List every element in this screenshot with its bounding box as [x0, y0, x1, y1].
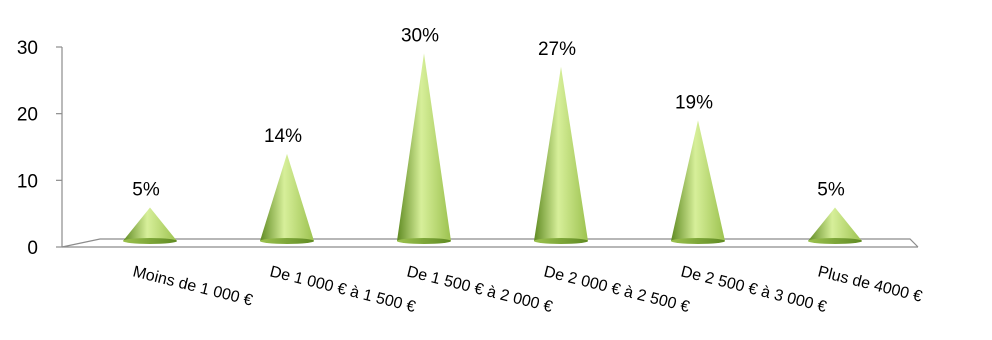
- category-label: De 2 000 € à 2 500 €: [542, 263, 691, 316]
- cones: [123, 53, 862, 244]
- cone-base: [808, 238, 862, 244]
- cone-bar: [808, 207, 862, 244]
- y-tick-label: 0: [27, 238, 38, 259]
- data-label: 27%: [538, 39, 576, 60]
- category-label: De 1 000 € à 1 500 €: [268, 263, 417, 316]
- cone-bar: [534, 66, 588, 244]
- cone-body: [123, 207, 177, 241]
- cone-base: [397, 238, 451, 244]
- y-tick-label: 30: [17, 38, 38, 59]
- data-label: 14%: [264, 126, 302, 147]
- category-label: Moins de 1 000 €: [131, 263, 254, 309]
- category-labels: Moins de 1 000 € De 1 000 € à 1 500 €De 1…: [131, 263, 924, 316]
- data-label: 30%: [401, 25, 439, 46]
- cone-bar: [397, 53, 451, 244]
- cone-base: [534, 238, 588, 244]
- cone-base: [123, 238, 177, 244]
- data-label: 5%: [817, 180, 845, 201]
- cone-base: [671, 238, 725, 244]
- cone-bar: [260, 153, 314, 244]
- category-label: De 2 500 € à 3 000 €: [679, 263, 828, 316]
- y-tick-label: 10: [17, 171, 38, 192]
- cone-body: [397, 53, 451, 242]
- cone-bar: [123, 207, 177, 244]
- cone-body: [808, 207, 862, 241]
- cone-bar: [671, 120, 725, 244]
- y-tick-label: 20: [17, 105, 38, 126]
- category-label: De 1 500 € à 2 000 €: [405, 263, 554, 316]
- cone-body: [260, 153, 314, 241]
- floor-outline: [61, 238, 919, 248]
- cone-base: [260, 238, 314, 244]
- cone-body: [671, 120, 725, 241]
- data-label: 19%: [675, 92, 713, 113]
- data-label: 5%: [132, 180, 160, 201]
- y-axis-ticks: 0 10 20 30: [17, 38, 62, 259]
- axes: [61, 47, 919, 248]
- cone-body: [534, 66, 588, 241]
- category-label: Plus de 4000 €: [816, 263, 924, 305]
- data-labels: 5% 14% 30% 27% 19% 5%: [132, 25, 845, 200]
